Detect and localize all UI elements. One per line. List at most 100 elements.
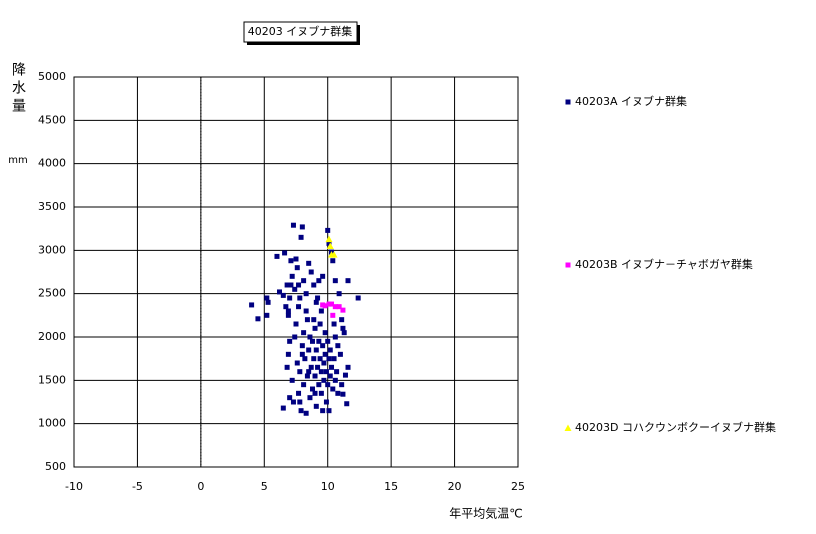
scatter-point xyxy=(297,369,303,375)
x-tick-label: -10 xyxy=(65,480,83,493)
y-tick-label: 3500 xyxy=(38,200,66,213)
scatter-point xyxy=(326,408,332,414)
legend-label: 40203A イヌブナ群集 xyxy=(575,94,687,108)
scatter-point xyxy=(283,304,289,310)
scatter-point xyxy=(296,282,302,288)
scatter-point xyxy=(325,338,331,344)
scatter-point xyxy=(311,356,317,362)
scatter-point xyxy=(304,317,310,323)
scatter-point xyxy=(332,334,338,340)
scatter-point xyxy=(292,334,298,340)
scatter-point xyxy=(329,364,335,370)
scatter-point xyxy=(330,386,336,392)
scatter-point xyxy=(290,399,296,405)
scatter-point xyxy=(284,364,290,370)
x-tick-label: 20 xyxy=(448,480,462,493)
scatter-point xyxy=(342,372,348,378)
scatter-point xyxy=(301,330,307,336)
scatter-point xyxy=(335,343,341,349)
scatter-point xyxy=(299,351,305,357)
scatter-point xyxy=(317,321,323,327)
scatter-point xyxy=(312,373,318,379)
scatter-point xyxy=(327,347,333,353)
scatter-point xyxy=(304,373,310,379)
scatter-point xyxy=(285,351,291,357)
scatter-point xyxy=(288,258,294,264)
scatter-point xyxy=(312,390,318,396)
y-tick-label: 4500 xyxy=(38,113,66,126)
legend-label: 40203D コハクウンボクーイヌブナ群集 xyxy=(575,420,776,434)
scatter-point xyxy=(309,338,315,344)
x-tick-label: 5 xyxy=(261,480,268,493)
scatter-point xyxy=(322,351,328,357)
y-tick-label: 4000 xyxy=(38,157,66,170)
x-tick-label: 0 xyxy=(197,480,204,493)
scatter-point xyxy=(285,312,291,318)
x-axis-label: 年平均気温℃ xyxy=(449,506,522,521)
scatter-point xyxy=(299,224,305,230)
scatter-point xyxy=(340,391,346,397)
scatter-point xyxy=(303,291,309,297)
scatter-point xyxy=(325,382,331,388)
scatter-point xyxy=(315,295,321,301)
scatter-point xyxy=(255,316,261,322)
scatter-point xyxy=(293,321,299,327)
scatter-point xyxy=(330,251,338,258)
scatter-point xyxy=(322,303,328,309)
scatter-point xyxy=(336,304,342,310)
scatter-point xyxy=(326,242,334,249)
x-tick-label: -5 xyxy=(132,480,143,493)
scatter-point xyxy=(288,282,294,288)
scatter-point xyxy=(306,260,312,266)
scatter-point xyxy=(336,291,342,297)
scatter-point xyxy=(309,386,315,392)
scatter-point xyxy=(308,364,314,370)
scatter-point xyxy=(327,373,333,379)
legend-label: 40203B イヌブナ－チャボガヤ群集 xyxy=(575,257,753,271)
scatter-point xyxy=(321,360,327,366)
scatter-point xyxy=(320,408,326,414)
scatter-point xyxy=(331,321,337,327)
scatter-point xyxy=(334,369,340,375)
y-tick-label: 3000 xyxy=(38,243,66,256)
scatter-point xyxy=(302,356,308,362)
scatter-point xyxy=(311,282,317,288)
scatter-point xyxy=(299,343,305,349)
scatter-point xyxy=(331,356,337,362)
y-tick-label: 1000 xyxy=(38,417,66,430)
scatter-point xyxy=(344,401,350,407)
title-box xyxy=(243,21,358,43)
legend-marker xyxy=(564,424,572,431)
scatter-point xyxy=(316,338,322,344)
x-tick-label: 15 xyxy=(384,480,398,493)
scatter-point xyxy=(303,410,309,416)
scatter-point xyxy=(332,304,338,310)
scatter-point xyxy=(326,240,332,246)
scatter-point xyxy=(264,312,270,318)
scatter-point xyxy=(287,295,293,301)
y-axis-unit: mm xyxy=(8,155,27,166)
scatter-point xyxy=(297,295,303,301)
scatter-point xyxy=(335,390,341,396)
scatter-point xyxy=(332,278,338,284)
scatter-point xyxy=(316,278,322,284)
scatter-point xyxy=(292,286,298,292)
x-tick-label: 25 xyxy=(511,480,525,493)
scatter-point xyxy=(311,317,317,323)
scatter-point xyxy=(339,382,345,388)
scatter-point xyxy=(306,347,312,353)
scatter-point xyxy=(323,369,329,375)
scatter-point xyxy=(297,399,303,405)
scatter-point xyxy=(340,307,346,313)
scatter-point xyxy=(318,390,324,396)
scatter-point xyxy=(316,382,322,388)
scatter-point xyxy=(320,273,326,279)
scatter-point xyxy=(315,364,321,370)
scatter-point xyxy=(298,234,304,240)
y-tick-label: 500 xyxy=(45,460,66,473)
scatter-point xyxy=(294,265,300,271)
y-tick-label: 1500 xyxy=(38,373,66,386)
scatter-point xyxy=(330,258,336,264)
scatter-point xyxy=(325,227,331,233)
